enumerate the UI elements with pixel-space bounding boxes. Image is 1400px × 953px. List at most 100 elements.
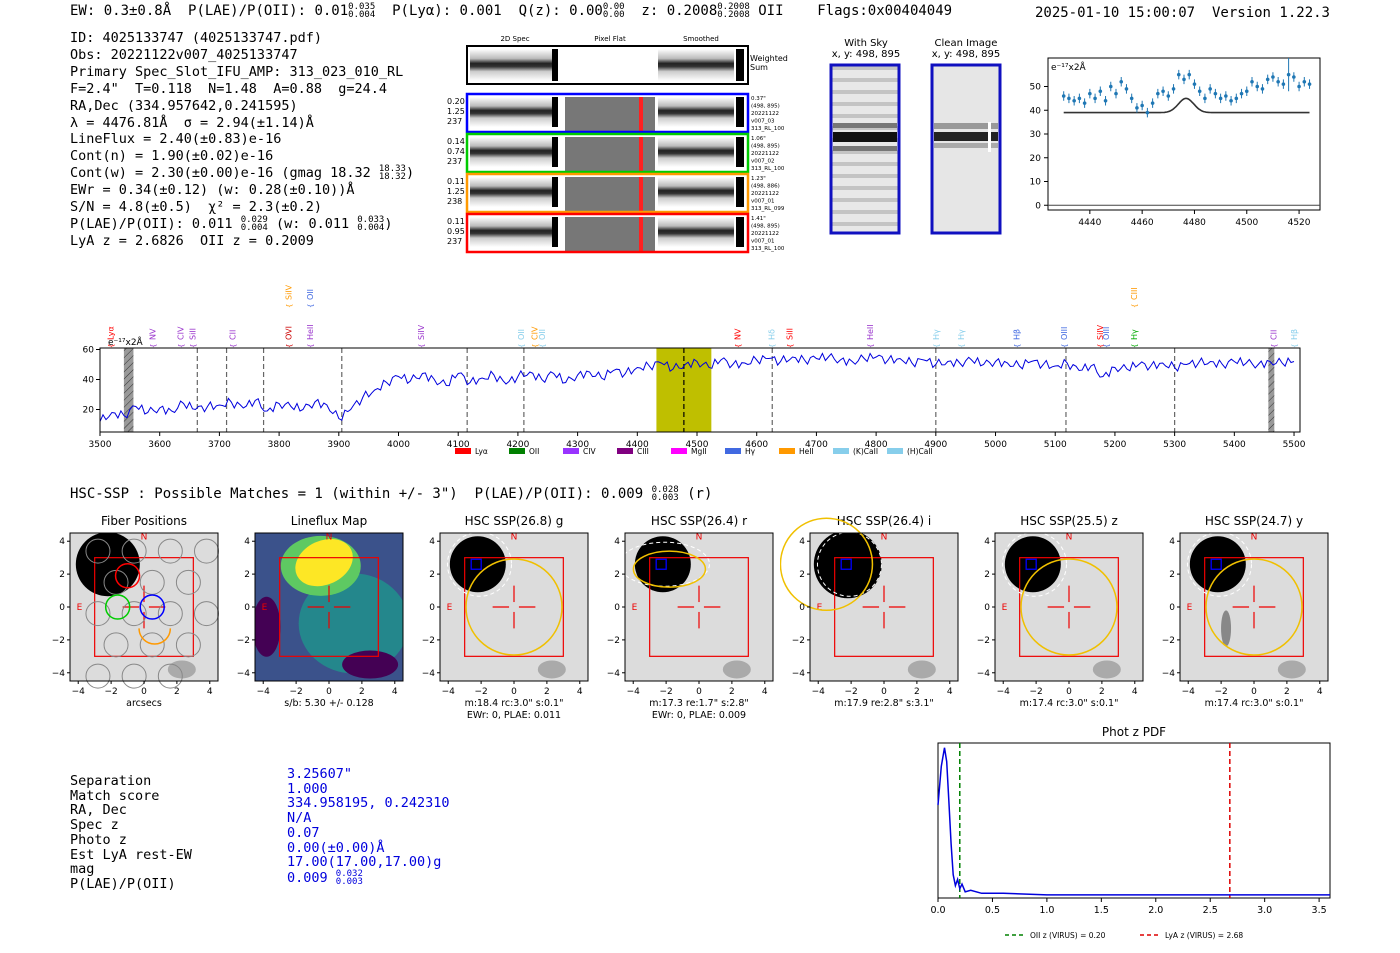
line-id-text: CII xyxy=(229,330,238,340)
pdf-title: Phot z PDF xyxy=(1102,725,1166,739)
fiber-circle xyxy=(157,538,183,564)
masked-region xyxy=(123,348,134,432)
match-score: 1.000 xyxy=(287,780,328,797)
line-id-text: CIV xyxy=(177,326,186,340)
match-label: Est LyA rest-EW xyxy=(70,846,192,863)
search-box xyxy=(1204,557,1304,657)
line-id-text: NV xyxy=(734,328,743,340)
info-contw-end: ) xyxy=(405,165,415,182)
header-summary: EW: 0.3±0.8Å P(LAE)/P(OII): 0.01 0.035 0.0… xyxy=(70,3,952,20)
spec2d-row-meta: 313_RL_099 xyxy=(751,206,785,212)
info-plae-lo: 0.004 xyxy=(240,222,268,233)
panel-ytick-label: 0 xyxy=(984,603,990,613)
hsc-panel-image xyxy=(255,533,403,681)
panel-ytick-label: 0 xyxy=(59,603,65,613)
panel-ytick-label: 2 xyxy=(1169,570,1175,580)
zoom-data-point xyxy=(1281,82,1286,86)
bright-source xyxy=(634,536,691,593)
hsc-panel-i: HSC SSP(26.4) i N E 4 2 0 −2 −4 −4 −2 0 2 4 m:17.9 re… xyxy=(780,514,959,709)
compass-east: E xyxy=(1002,603,1008,613)
hsc-panel-title: HSC SSP(25.5) z xyxy=(1020,514,1118,528)
pixel-flat-marker xyxy=(639,137,643,171)
hsc-panel-lineflux: Lineflux Map N E 4 2 0 −2 −4 −4 −2 0 2 4 s/b: 5.30 +/… xyxy=(237,514,404,709)
panel-ytick-label: 0 xyxy=(799,603,805,613)
spec2d-row-stat: 237 xyxy=(447,117,462,126)
line-id-label: CII { xyxy=(1270,330,1279,348)
compass-east: E xyxy=(77,603,83,613)
compass-north: N xyxy=(141,533,148,543)
panel-caption: arcsecs xyxy=(126,698,162,709)
catalog-match-marker xyxy=(840,558,852,570)
spec2d-row-stat: 0.20 xyxy=(447,97,465,106)
search-box xyxy=(834,557,934,657)
line-id-label: HeII { xyxy=(866,324,875,348)
spec2d-row-frame xyxy=(465,132,750,174)
line-id-text: OIII xyxy=(1102,327,1111,340)
zoom-data-point xyxy=(1297,84,1301,89)
info-lyaz: LyA z = 2.6826 OII z = 0.2009 xyxy=(70,232,314,249)
line-id-label: CIII { xyxy=(1130,287,1139,308)
zoom-data-point xyxy=(1218,96,1223,101)
line-id-label: CIV { xyxy=(531,326,540,348)
zoom-data-point xyxy=(1108,84,1113,89)
panel-xtick-label: 2 xyxy=(729,687,735,697)
info-obs: Obs: 20221122v007_4025133747 xyxy=(70,46,298,63)
line-id-label: HeII { xyxy=(306,324,315,348)
with-sky-header: With Sky x, y: 498, 895 xyxy=(830,38,902,60)
zoom-ytick-label: 50 xyxy=(1030,83,1042,93)
fiber-circle xyxy=(139,632,165,658)
zoom-data-point xyxy=(1239,91,1244,96)
bright-source xyxy=(1004,536,1061,593)
spec2d-row-meta: 0.37" xyxy=(751,96,766,102)
zoom-xtick-label: 4460 xyxy=(1131,218,1154,228)
line-id-label: SiII { xyxy=(786,328,795,348)
line-id-text: OII xyxy=(538,329,547,340)
line-id-bracket: { xyxy=(1271,344,1279,348)
zoom-data-point xyxy=(1255,84,1260,89)
hsc-title-lo: 0.003 xyxy=(651,493,679,503)
info-plae-row: P(LAE)/P(OII): 0.011 0.029 0.004 (w: 0.01… xyxy=(70,215,414,233)
hsc-panel-r: HSC SSP(26.4) r N E 4 2 0 −2 −4 −4 −2 0 2 4 m:17.3 re… xyxy=(607,514,774,721)
panel-ytick-label: 0 xyxy=(429,603,435,613)
line-id-label: OII { xyxy=(538,329,547,348)
with-sky-coords: x, y: 498, 895 xyxy=(831,49,901,60)
legend-swatch xyxy=(563,448,579,454)
panel-caption: m:17.4 rc:3.0" s:0.1" xyxy=(1205,698,1304,709)
legend-label: Lyα xyxy=(475,447,488,456)
lineflux-midlevel xyxy=(298,573,403,674)
line-id-text: Hβ xyxy=(1290,329,1299,340)
catalog-aperture xyxy=(446,531,512,597)
legend-swatch xyxy=(455,448,471,454)
spec2d-header-2d: 2D Spec xyxy=(500,35,529,43)
zoom-data-point xyxy=(1156,91,1160,96)
panel-ytick-label: 0 xyxy=(244,603,250,613)
legend-swatch xyxy=(671,448,687,454)
compass-east: E xyxy=(262,603,268,613)
catalog-aperture xyxy=(1001,531,1067,597)
match-specz: N/A xyxy=(287,810,312,827)
header-version: Version 1.22.3 xyxy=(1211,5,1330,21)
panel-caption-2: EWr: 0, PLAE: 0.011 xyxy=(467,710,561,721)
panel-ytick-label: −2 xyxy=(607,636,620,646)
hsc-panel-title: HSC SSP(24.7) y xyxy=(1205,514,1303,528)
faint-source xyxy=(722,660,751,679)
match-label: P(LAE)/P(OII) xyxy=(70,875,176,892)
header-plae-lo: 0.004 xyxy=(348,10,376,20)
line-id-bracket: { xyxy=(539,344,547,348)
spectrum-line xyxy=(99,352,1295,422)
catalog-aperture xyxy=(1186,531,1252,597)
line-id-bracket: { xyxy=(1097,344,1105,348)
panel-ytick-label: 2 xyxy=(244,570,250,580)
zoom-data-point xyxy=(1103,98,1108,103)
zoom-xtick-label: 4480 xyxy=(1183,218,1206,228)
panel-ytick-label: −2 xyxy=(422,636,435,646)
bright-source xyxy=(813,533,882,599)
line-id-label: SiIV { xyxy=(1096,324,1105,348)
bright-source xyxy=(75,533,140,597)
panel-xtick-label: −4 xyxy=(72,687,86,697)
info-sn: S/N = 4.8(±0.5) χ² = 2.3(±0.2) xyxy=(70,199,322,216)
panel-xtick-label: 0 xyxy=(881,687,887,697)
clean-image xyxy=(930,63,1002,235)
